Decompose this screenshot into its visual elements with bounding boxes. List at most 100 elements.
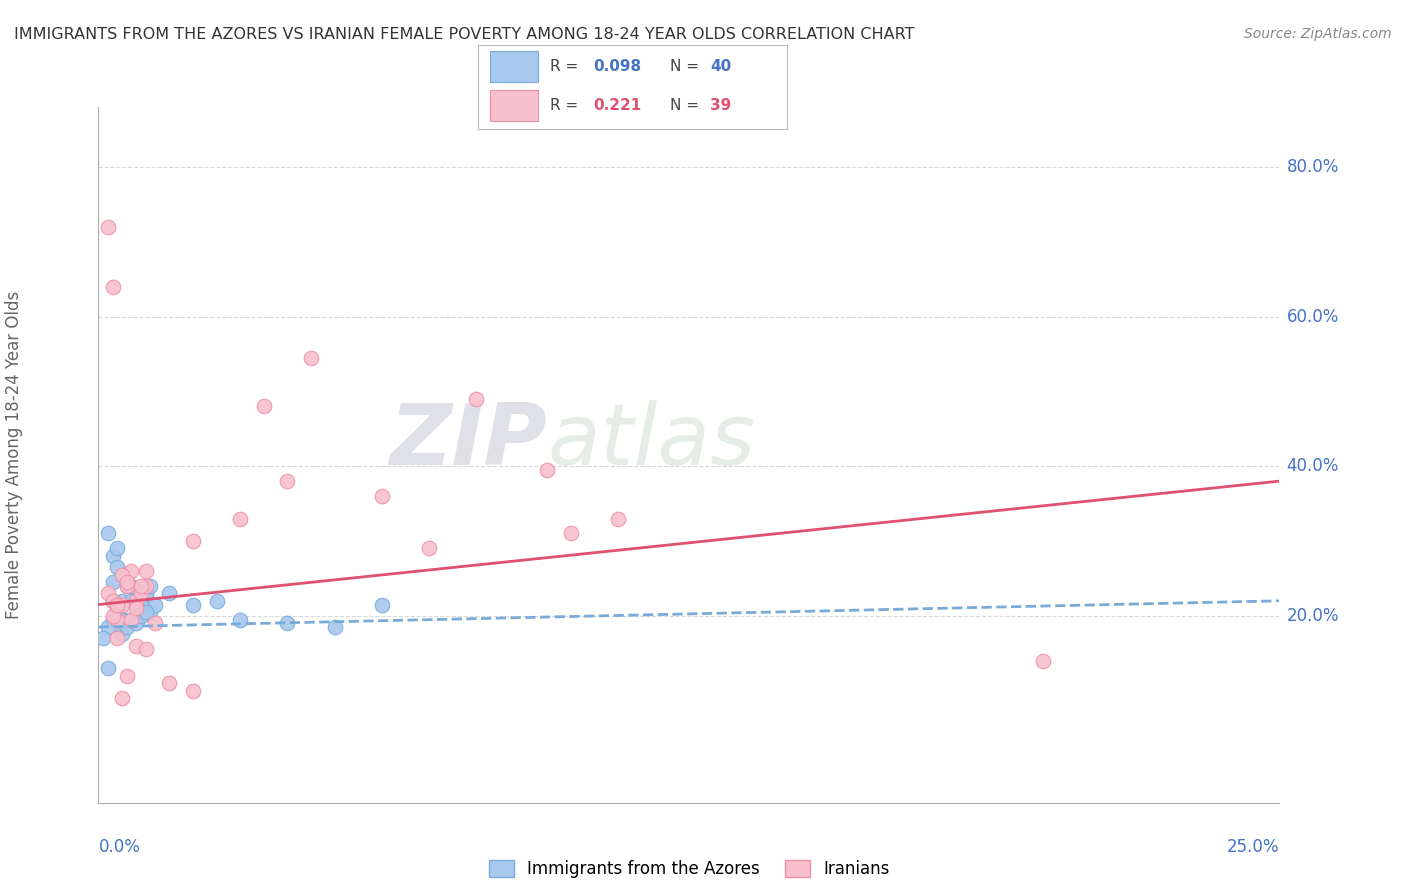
Text: Source: ZipAtlas.com: Source: ZipAtlas.com xyxy=(1244,27,1392,41)
Point xyxy=(139,579,162,593)
Point xyxy=(125,639,148,653)
Text: atlas: atlas xyxy=(547,400,755,483)
Point xyxy=(101,594,124,608)
Point xyxy=(125,594,148,608)
Point xyxy=(111,594,134,608)
Text: 80.0%: 80.0% xyxy=(1286,158,1339,176)
Point xyxy=(125,616,148,631)
Bar xyxy=(491,90,538,120)
Point xyxy=(299,351,322,365)
Point xyxy=(105,601,128,615)
Bar xyxy=(491,52,538,82)
Point xyxy=(139,605,162,619)
Point xyxy=(181,533,204,548)
Point xyxy=(111,691,134,706)
Point xyxy=(125,601,148,615)
Point xyxy=(276,474,298,488)
Point xyxy=(135,590,157,604)
Point xyxy=(121,564,143,578)
Point xyxy=(115,620,138,634)
Legend: Immigrants from the Azores, Iranians: Immigrants from the Azores, Iranians xyxy=(482,854,896,885)
Point xyxy=(115,575,138,590)
Text: 40: 40 xyxy=(710,59,731,74)
Point xyxy=(157,586,180,600)
Point xyxy=(101,549,124,563)
Point xyxy=(229,511,252,525)
Point xyxy=(129,598,152,612)
Point xyxy=(105,598,128,612)
Point xyxy=(157,676,180,690)
Point xyxy=(105,608,128,623)
Point xyxy=(115,668,138,682)
Point xyxy=(371,598,394,612)
Point xyxy=(115,579,138,593)
Point xyxy=(91,631,114,645)
Point xyxy=(121,594,143,608)
Text: 39: 39 xyxy=(710,98,731,113)
Text: N =: N = xyxy=(669,98,703,113)
Point xyxy=(143,616,166,631)
Text: 0.0%: 0.0% xyxy=(98,838,141,856)
Point xyxy=(607,511,630,525)
Point xyxy=(129,586,152,600)
Point xyxy=(205,594,228,608)
Point xyxy=(97,661,120,675)
Point xyxy=(101,575,124,590)
Text: IMMIGRANTS FROM THE AZORES VS IRANIAN FEMALE POVERTY AMONG 18-24 YEAR OLDS CORRE: IMMIGRANTS FROM THE AZORES VS IRANIAN FE… xyxy=(14,27,914,42)
Point xyxy=(121,579,143,593)
Text: R =: R = xyxy=(550,59,583,74)
Point xyxy=(181,683,204,698)
Text: Female Poverty Among 18-24 Year Olds: Female Poverty Among 18-24 Year Olds xyxy=(6,291,22,619)
Point xyxy=(105,541,128,556)
Text: 20.0%: 20.0% xyxy=(1286,607,1339,624)
Point xyxy=(97,219,120,234)
Point xyxy=(371,489,394,503)
Point xyxy=(276,616,298,631)
Text: 0.098: 0.098 xyxy=(593,59,643,74)
Text: 25.0%: 25.0% xyxy=(1227,838,1279,856)
Point xyxy=(135,579,157,593)
Point xyxy=(129,579,152,593)
Point xyxy=(105,560,128,574)
Point xyxy=(101,608,124,623)
Point xyxy=(111,627,134,641)
Point xyxy=(97,620,120,634)
Point xyxy=(418,541,440,556)
Point xyxy=(1032,654,1054,668)
Point xyxy=(229,613,252,627)
Text: 0.221: 0.221 xyxy=(593,98,643,113)
Point xyxy=(135,642,157,657)
Point xyxy=(111,613,134,627)
Point xyxy=(125,598,148,612)
Point xyxy=(111,598,134,612)
Point xyxy=(135,564,157,578)
Point xyxy=(115,579,138,593)
Point xyxy=(253,399,276,413)
Point xyxy=(560,526,582,541)
Point xyxy=(111,567,134,582)
Text: N =: N = xyxy=(669,59,703,74)
Point xyxy=(536,463,558,477)
Text: 40.0%: 40.0% xyxy=(1286,457,1339,475)
Point xyxy=(97,586,120,600)
Point xyxy=(129,608,152,623)
Text: R =: R = xyxy=(550,98,583,113)
Point xyxy=(115,613,138,627)
Text: ZIP: ZIP xyxy=(389,400,547,483)
Point xyxy=(129,608,152,623)
Point xyxy=(135,605,157,619)
Point xyxy=(143,598,166,612)
Point xyxy=(105,613,128,627)
Point xyxy=(101,594,124,608)
Point xyxy=(101,613,124,627)
Point xyxy=(121,613,143,627)
Text: 60.0%: 60.0% xyxy=(1286,308,1339,326)
Point xyxy=(97,526,120,541)
Point xyxy=(101,279,124,293)
Point xyxy=(105,631,128,645)
Point xyxy=(181,598,204,612)
Point xyxy=(121,613,143,627)
Point xyxy=(125,594,148,608)
Point xyxy=(135,586,157,600)
Point xyxy=(323,620,346,634)
